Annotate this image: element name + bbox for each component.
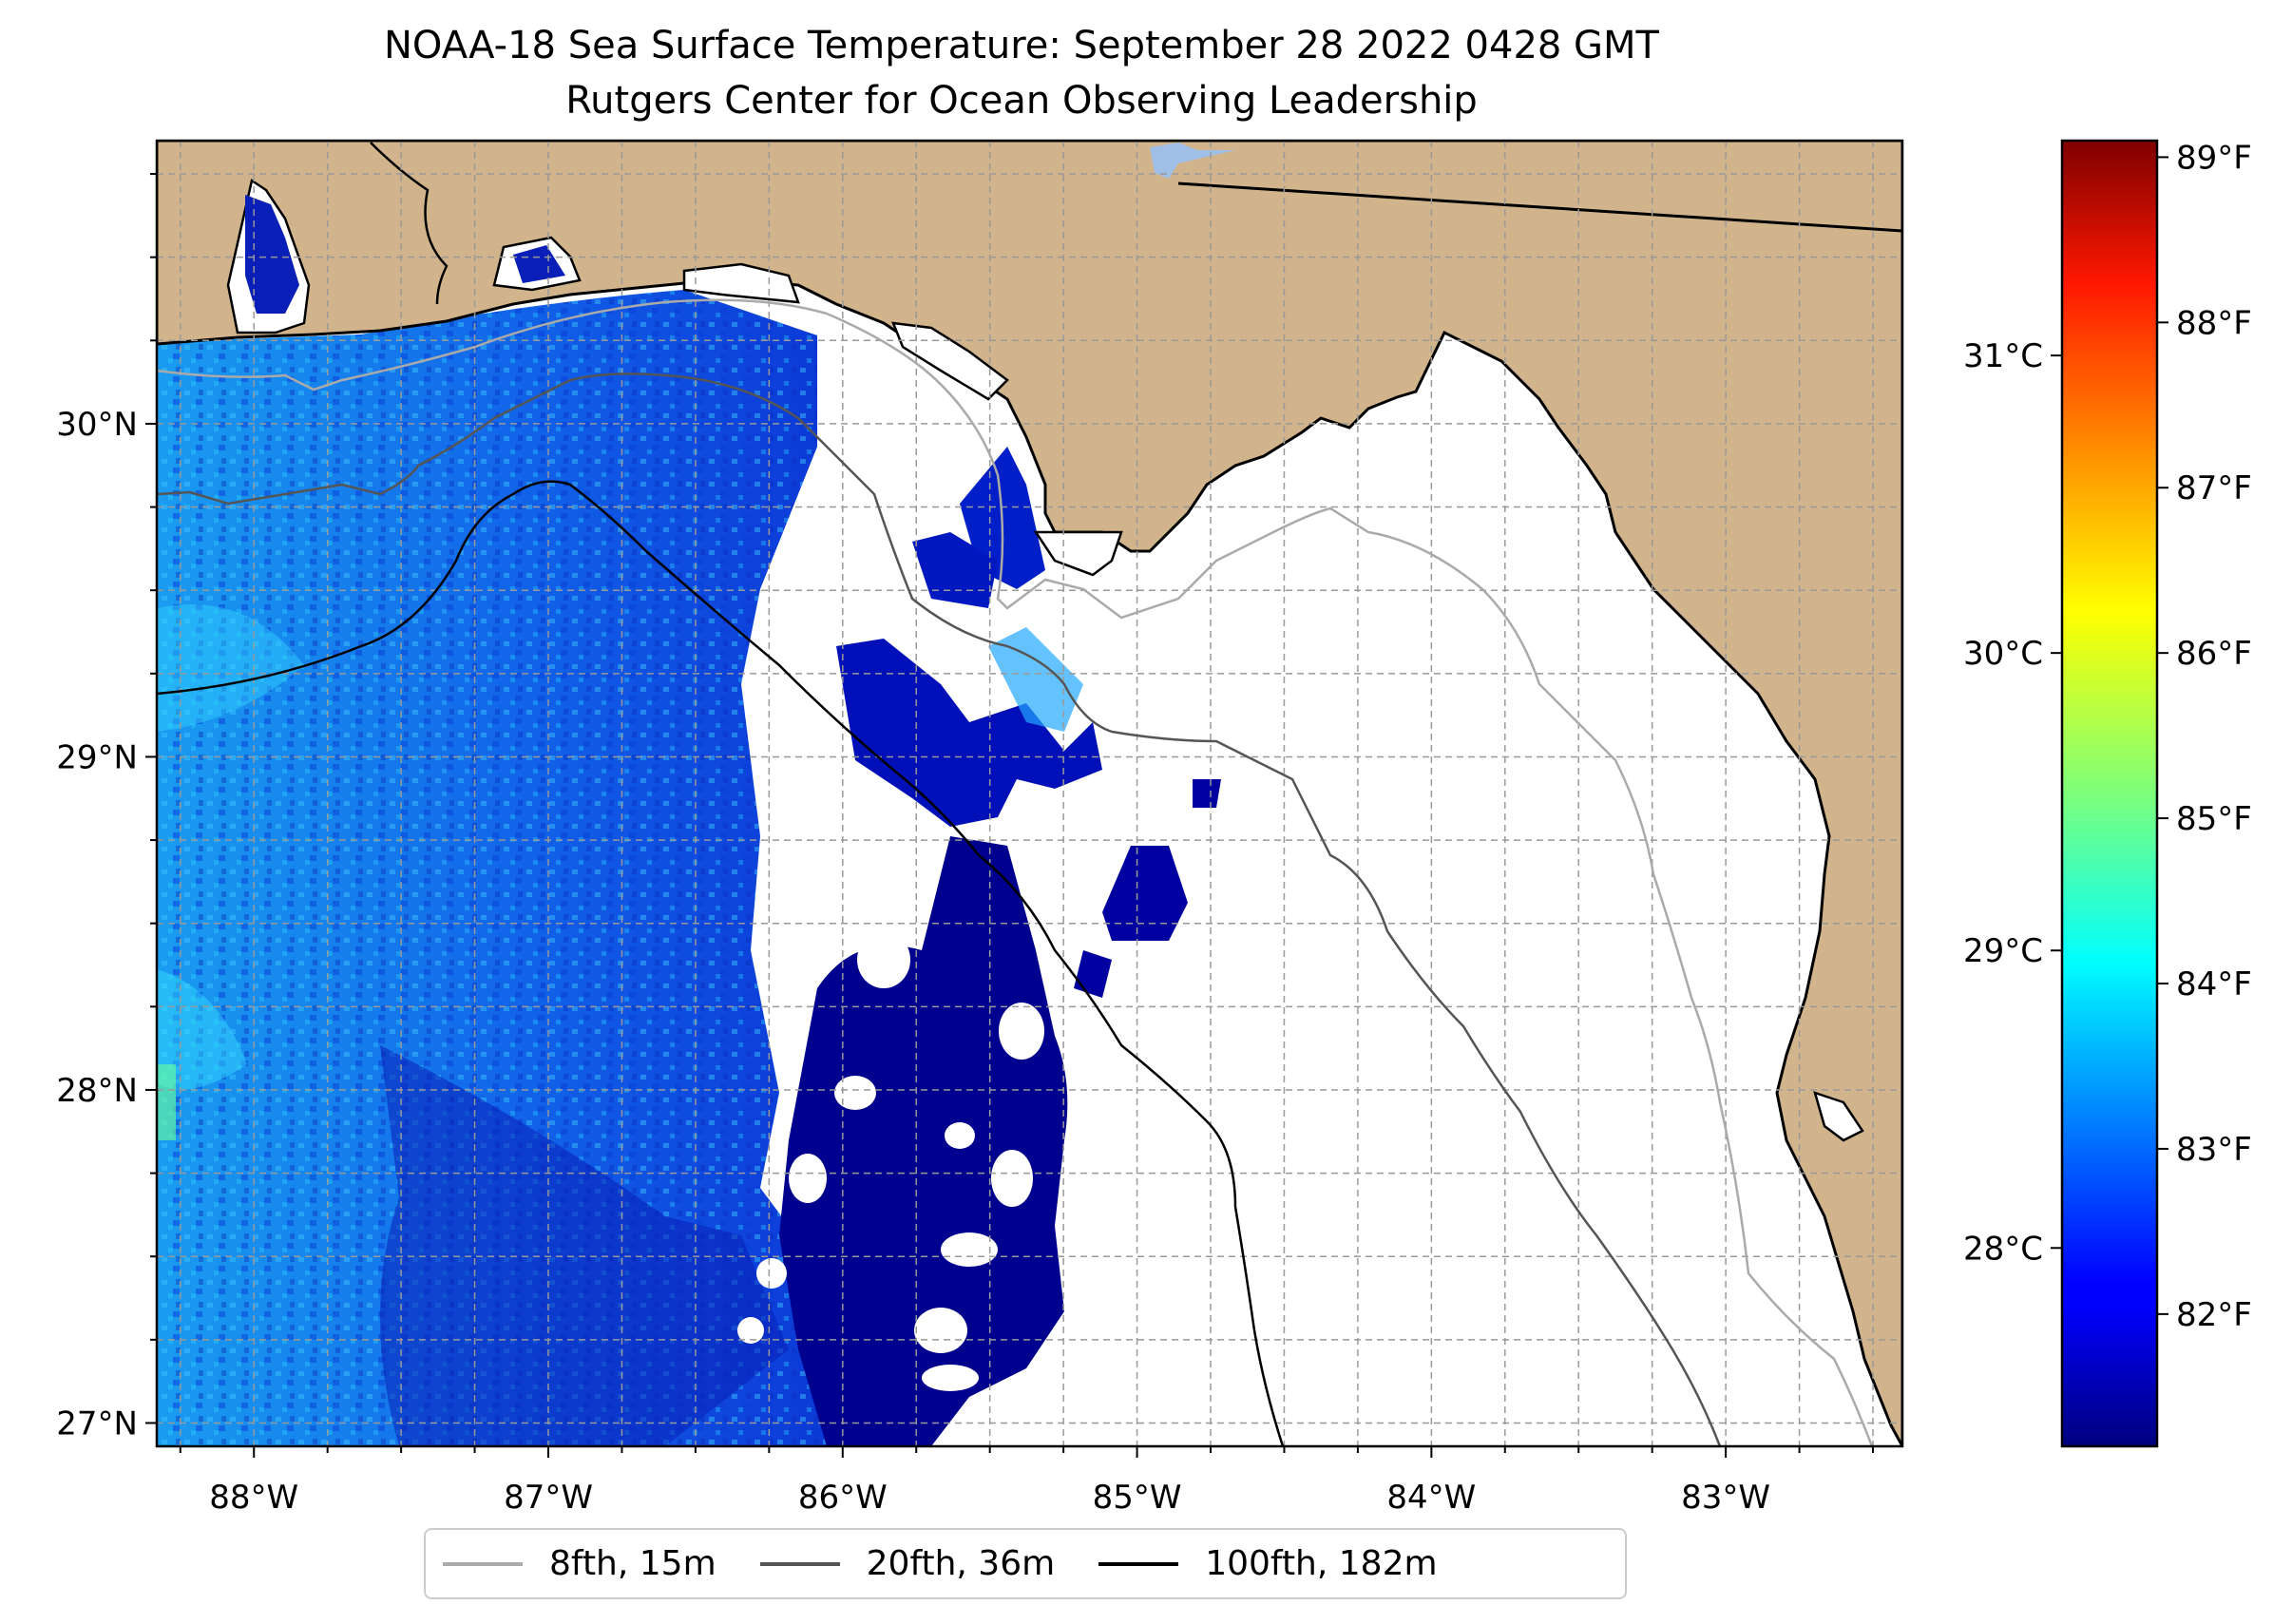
bay-tampa [1813,1091,1864,1142]
state-border-west [370,142,449,305]
colorbar-f-label: 87°F [2176,469,2252,507]
map-frame [155,139,1904,1448]
legend-label-20fth: 20fth, 36m [866,1544,1056,1583]
map-title: NOAA-18 Sea Surface Temperature: Septemb… [384,24,1659,67]
colorbar-f-label: 85°F [2176,800,2252,838]
legend-label-8fth: 8fth, 15m [549,1544,716,1583]
bay-mobile-sst [245,195,299,314]
state-border [1177,182,1902,233]
colorbar-c-label: 31°C [1963,337,2043,375]
colorbar-f-label: 83°F [2176,1131,2252,1169]
legend-swatch-20fth [759,1561,840,1566]
lon-tick-label: 87°W [504,1479,593,1517]
lat-tick-label: 28°N [56,1072,138,1110]
colorbar-gradient [2060,139,2159,1448]
colorbar-c-label: 28°C [1963,1230,2043,1268]
map-subtitle: Rutgers Center for Ocean Observing Leade… [565,79,1478,123]
sst-data-field [157,290,1221,1446]
colorbar-f-label: 82°F [2176,1296,2252,1334]
legend-swatch-100fth [1098,1561,1179,1566]
lake [1150,143,1235,179]
lon-tick-label: 83°W [1681,1479,1770,1517]
legend-label-100fth: 100fth, 182m [1205,1544,1438,1583]
lon-tick-label: 86°W [798,1479,888,1517]
lat-tick-label: 30°N [56,406,138,444]
isobath-8fth [157,298,1874,1446]
legend-item-8fth: 8fth, 15m [443,1544,716,1583]
isobath-legend: 8fth, 15m 20fth, 36m 100fth, 182m [424,1528,1627,1599]
legend-item-100fth: 100fth, 182m [1098,1544,1438,1583]
bay-stjoe [891,321,1009,401]
lat-tick-label: 27°N [56,1404,138,1442]
no-data-holes [737,806,1102,1446]
colorbar-f-label: 84°F [2176,965,2252,1003]
isobath-20fth [157,373,1722,1446]
colorbar: 82°F 83°F 84°F 85°F 86°F 87°F 88°F 89°F 28°C 29°C… [1963,139,2252,1448]
bay-apalachicola [1033,530,1123,577]
legend-item-20fth: 20fth, 36m [759,1544,1056,1583]
lat-tick-label: 29°N [56,738,138,776]
legend-swatch-8fth [443,1561,523,1566]
colorbar-c-label: 30°C [1963,635,2043,673]
bay-pensacola-sst [513,245,565,283]
lon-tick-label: 85°W [1093,1479,1182,1517]
gridlines [157,141,1902,1446]
land-mass [157,141,1902,1446]
colorbar-f-label: 89°F [2176,139,2252,177]
colorbar-f-label: 88°F [2176,304,2252,342]
colorbar-f-label: 86°F [2176,635,2252,673]
lon-tick-label: 88°W [209,1479,298,1517]
map-area [157,141,1902,1446]
isobath-100fth [157,480,1285,1446]
axis-ticks: 88°W 87°W 86°W 85°W 84°W 83°W 27°N 28°N 29°N 30°N [56,173,1875,1517]
colorbar-c-label: 29°C [1963,932,2043,970]
lon-tick-label: 84°W [1386,1479,1476,1517]
